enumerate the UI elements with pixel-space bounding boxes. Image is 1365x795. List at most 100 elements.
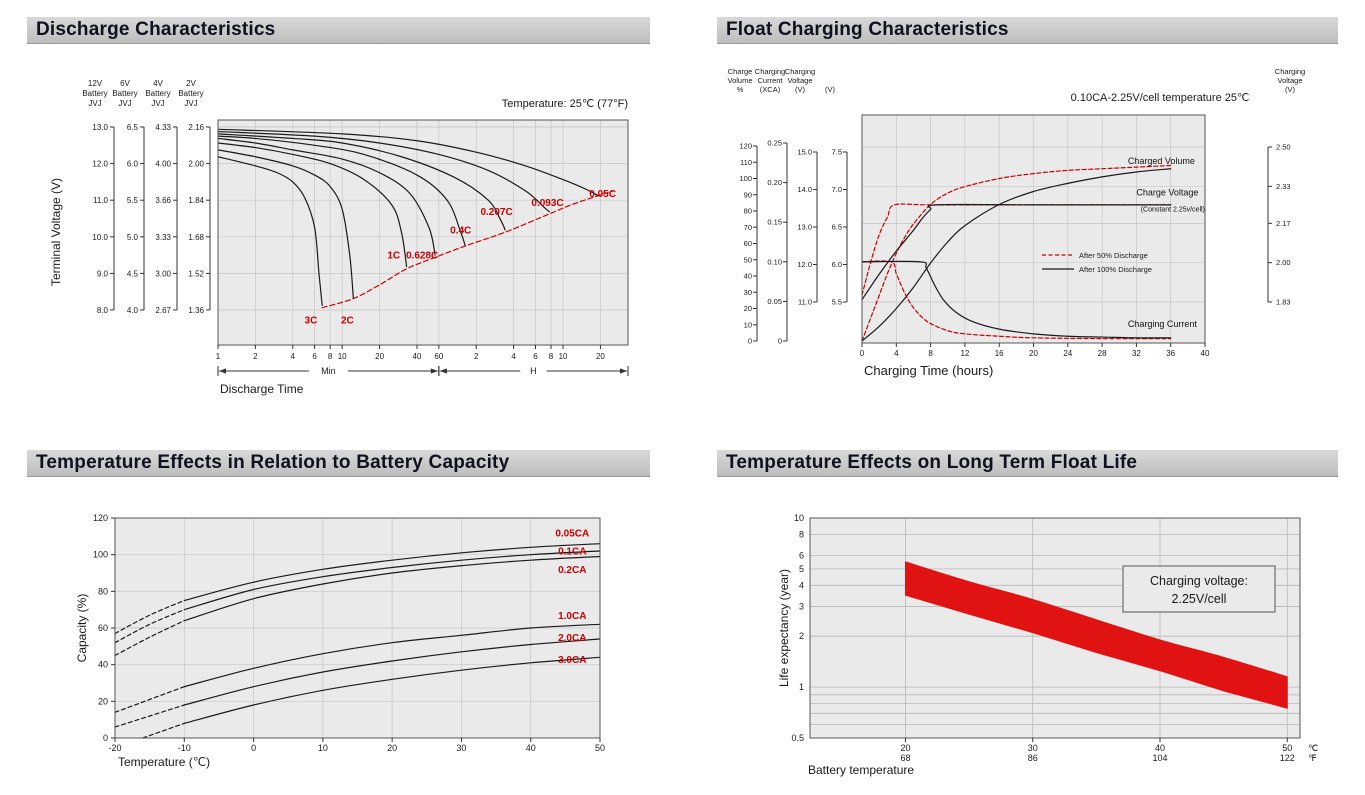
svg-text:Current: Current xyxy=(757,76,783,85)
svg-text:Battery: Battery xyxy=(112,89,137,98)
svg-text:1.83: 1.83 xyxy=(1276,298,1291,307)
svg-text:30: 30 xyxy=(1028,743,1038,753)
svg-text:8.0: 8.0 xyxy=(97,306,109,315)
svg-text:40: 40 xyxy=(413,352,422,361)
svg-text:68: 68 xyxy=(900,753,910,763)
svg-text:40: 40 xyxy=(98,660,108,670)
svg-text:2.00: 2.00 xyxy=(188,160,204,169)
svg-text:20: 20 xyxy=(375,352,384,361)
svg-text:1.68: 1.68 xyxy=(188,233,204,242)
svg-text:0.10CA-2.25V/cell temperature: 0.10CA-2.25V/cell temperature 25℃ xyxy=(1071,92,1250,104)
svg-text:4V: 4V xyxy=(153,79,163,88)
plot-area xyxy=(218,120,628,345)
svg-text:0: 0 xyxy=(251,743,256,753)
svg-text:36: 36 xyxy=(1166,349,1175,358)
svg-text:After 100% Discharge: After 100% Discharge xyxy=(1079,265,1152,274)
svg-text:8: 8 xyxy=(799,529,804,539)
svg-text:32: 32 xyxy=(1132,349,1141,358)
svg-text:0.05CA: 0.05CA xyxy=(555,528,589,539)
float-life-chart: Charging voltage:2.25V/cell1086543210.52… xyxy=(777,513,1318,777)
svg-text:8: 8 xyxy=(928,349,933,358)
svg-text:Charging Current: Charging Current xyxy=(1128,319,1198,329)
svg-text:4: 4 xyxy=(799,580,804,590)
svg-text:Battery: Battery xyxy=(82,89,107,98)
svg-text:60: 60 xyxy=(434,352,443,361)
svg-text:9.0: 9.0 xyxy=(97,269,109,278)
svg-text:2.50: 2.50 xyxy=(1276,143,1291,152)
temperature-capacity-chart: 0.05CA 0.1CA 0.2CA 1.0CA 2.0CA 3.0CA -20 -10 0 10… xyxy=(75,513,605,769)
x-axis: 1 2 4 6 8 10 20 40 60 2 4 6 8 10 20 Min H Discharge Time xyxy=(216,345,629,396)
svg-text:2.33: 2.33 xyxy=(1276,182,1291,191)
svg-text:-10: -10 xyxy=(178,743,191,753)
svg-text:0.628C: 0.628C xyxy=(406,251,438,262)
svg-text:0.20: 0.20 xyxy=(767,178,782,187)
svg-text:20: 20 xyxy=(596,352,605,361)
svg-text:(XCA): (XCA) xyxy=(760,85,781,94)
svg-text:JVJ: JVJ xyxy=(151,99,164,108)
discharge-curves xyxy=(217,128,614,309)
svg-text:6: 6 xyxy=(799,551,804,561)
svg-text:4: 4 xyxy=(894,349,899,358)
svg-text:2.17: 2.17 xyxy=(1276,219,1291,228)
svg-text:110: 110 xyxy=(740,158,752,167)
svg-text:(V): (V) xyxy=(795,85,806,94)
svg-text:100: 100 xyxy=(739,174,752,183)
condition-annotation: 0.10CA-2.25V/cell temperature 25℃ xyxy=(1071,92,1250,104)
svg-text:℉: ℉ xyxy=(1308,753,1317,763)
svg-text:20: 20 xyxy=(900,743,910,753)
svg-text:4.0: 4.0 xyxy=(127,306,139,315)
svg-text:10: 10 xyxy=(794,513,804,523)
svg-text:12: 12 xyxy=(960,349,969,358)
svg-text:100: 100 xyxy=(93,550,108,560)
svg-text:0.4C: 0.4C xyxy=(450,225,471,236)
svg-text:2.67: 2.67 xyxy=(155,306,171,315)
svg-text:(Constant 2.25v/cell): (Constant 2.25v/cell) xyxy=(1141,206,1205,213)
temperature-annotation: Temperature: 25℃ (77°F) xyxy=(502,98,628,110)
svg-text:0.5: 0.5 xyxy=(791,733,804,743)
svg-text:Volume: Volume xyxy=(727,76,752,85)
svg-text:1C: 1C xyxy=(387,251,400,262)
svg-text:20: 20 xyxy=(1029,349,1038,358)
svg-text:4: 4 xyxy=(291,352,296,361)
svg-text:2C: 2C xyxy=(341,316,354,327)
svg-text:-20: -20 xyxy=(108,743,121,753)
svg-text:Voltage: Voltage xyxy=(1277,76,1302,85)
svg-text:4.5: 4.5 xyxy=(127,269,139,278)
svg-text:Charge: Charge xyxy=(728,67,753,76)
section-title-temperature-effects-float-life: Temperature Effects on Long Term Float L… xyxy=(717,450,1338,477)
axes: -20 -10 0 10 20 30 40 50 0 20 40 60 80 100 120 Capacity… xyxy=(75,513,605,769)
svg-text:3: 3 xyxy=(799,601,804,611)
svg-text:Temperature (℃): Temperature (℃) xyxy=(118,755,210,769)
svg-text:70: 70 xyxy=(744,223,752,232)
svg-text:6.5: 6.5 xyxy=(127,123,139,132)
curve-labels: Charged Volume Charge Voltage (Constant 2.… xyxy=(1128,156,1205,329)
svg-text:50: 50 xyxy=(744,255,752,264)
svg-text:2.00: 2.00 xyxy=(1276,258,1291,267)
svg-text:40: 40 xyxy=(744,272,752,281)
section-title-float-charging-characteristics: Float Charging Characteristics xyxy=(717,17,1338,44)
svg-text:Battery: Battery xyxy=(145,89,170,98)
svg-text:0.093C: 0.093C xyxy=(531,198,563,209)
svg-text:4.00: 4.00 xyxy=(155,160,171,169)
left-axes: ChargeVolume%120110100908070605040302010… xyxy=(727,67,848,346)
svg-text:(V): (V) xyxy=(1285,85,1296,94)
svg-text:6.0: 6.0 xyxy=(127,160,139,169)
svg-text:JVJ: JVJ xyxy=(88,99,101,108)
svg-text:5.0: 5.0 xyxy=(127,233,139,242)
svg-text:13.0: 13.0 xyxy=(92,123,108,132)
capacity-curves xyxy=(114,543,601,739)
svg-text:30: 30 xyxy=(744,288,752,297)
svg-text:0: 0 xyxy=(103,733,108,743)
svg-text:12V: 12V xyxy=(88,79,103,88)
svg-text:6.5: 6.5 xyxy=(832,223,842,232)
svg-text:0.25: 0.25 xyxy=(767,139,782,148)
svg-text:4: 4 xyxy=(511,352,516,361)
life-expectancy-band xyxy=(904,561,1288,709)
svg-text:5.5: 5.5 xyxy=(832,298,842,307)
svg-text:104: 104 xyxy=(1152,753,1167,763)
float-charging-chart: ChargeVolume%120110100908070605040302010… xyxy=(727,67,1305,378)
y-axes: 12VBatteryJVJ13.012.011.010.09.08.06VBat… xyxy=(49,79,211,315)
series-curves xyxy=(861,164,1172,342)
